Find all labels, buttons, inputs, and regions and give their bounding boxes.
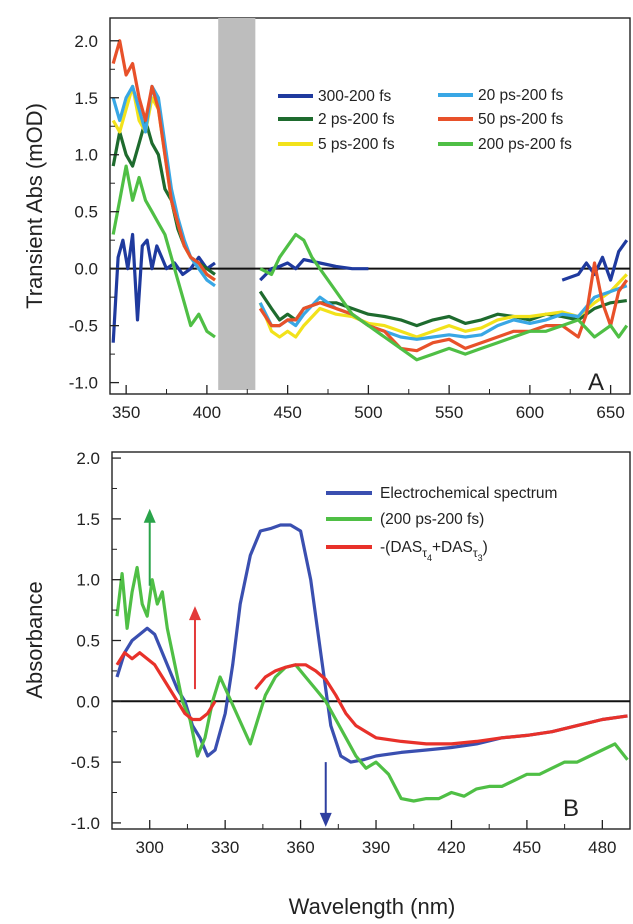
x-tick-label: 650 <box>596 403 624 422</box>
y-tick-label: -0.5 <box>69 317 98 336</box>
x-tick-label: 500 <box>354 403 382 422</box>
legend-tau-index: 3 <box>478 553 483 563</box>
y-tick-label: -1.0 <box>69 374 98 393</box>
legend-label: 300-200 fs <box>318 88 391 105</box>
x-tick-label: 330 <box>211 838 239 857</box>
x-tick-label: 360 <box>286 838 314 857</box>
panel-a-shaded-region <box>218 18 256 390</box>
shaded-region <box>218 18 256 390</box>
panel-b-ticks: 300 330 360 390 420 450 480 -1.0 -0.5 0.0 0.5 1.0 1.… <box>71 449 617 857</box>
y-tick-label: 0.0 <box>76 692 100 711</box>
x-tick-label: 400 <box>193 403 221 422</box>
x-tick-label: 550 <box>435 403 463 422</box>
legend-tau-subscript: τ <box>473 546 478 560</box>
panel-a: 350 400 450 500 550 600 650 -1.0 -0.5 0.0 0.5 1.0 1.… <box>22 17 631 422</box>
y-tick-label: 0.5 <box>74 203 98 222</box>
legend-das-plus: +DAS <box>432 539 473 556</box>
x-tick-label: 480 <box>588 838 616 857</box>
y-tick-label: 0.5 <box>76 632 100 651</box>
panel-b: 300 330 360 390 420 450 480 -1.0 -0.5 0.0 0.5 1.0 1.… <box>22 449 631 919</box>
legend-label: Electrochemical spectrum <box>380 485 557 502</box>
y-tick-label: 0.0 <box>74 260 98 279</box>
panel-a-ticks: 350 400 450 500 550 600 650 -1.0 -0.5 0.0 0.5 1.0 1.… <box>69 32 625 422</box>
x-tick-label: 350 <box>112 403 140 422</box>
y-tick-label: 1.0 <box>74 146 98 165</box>
y-tick-label: 1.0 <box>76 571 100 590</box>
y-tick-label: 2.0 <box>76 449 100 468</box>
y-tick-label: 1.5 <box>76 510 100 529</box>
panel-a-plot-frame <box>109 17 631 395</box>
panel-b-x-axis-title: Wavelength (nm) <box>289 894 456 919</box>
panel-b-legend: Electrochemical spectrum (200 ps-200 fs) -… <box>326 485 557 563</box>
series-line-b-0 <box>115 523 628 764</box>
panel-b-series <box>115 523 629 803</box>
series-line-b-2 <box>115 651 628 746</box>
panel-a-legend: 300-200 fs 2 ps-200 fs 5 ps-200 fs 20 ps-20… <box>278 87 572 153</box>
series-line-a-4 <box>111 39 629 353</box>
legend-tau-subscript: τ <box>422 546 427 560</box>
legend-label-das: -(DASτ4+DASτ3) <box>380 539 488 563</box>
x-tick-label: 450 <box>273 403 301 422</box>
series-line-a-5 <box>111 164 629 362</box>
annotation-arrow-head <box>188 606 201 621</box>
legend-label: 20 ps-200 fs <box>478 87 564 104</box>
panel-b-arrows <box>143 508 332 827</box>
x-tick-label: 450 <box>513 838 541 857</box>
x-tick-label: 300 <box>136 838 164 857</box>
legend-tau-index: 4 <box>427 553 432 563</box>
panel-b-plot-frame <box>111 451 631 830</box>
series-line-b-1 <box>115 565 629 803</box>
panel-b-y-axis-title: Absorbance <box>22 581 47 698</box>
y-tick-label: 1.5 <box>74 89 98 108</box>
legend-label: (200 ps-200 fs) <box>380 511 484 528</box>
legend-label: 50 ps-200 fs <box>478 111 564 128</box>
x-tick-label: 600 <box>516 403 544 422</box>
panel-b-label: B <box>563 795 579 822</box>
x-tick-label: 420 <box>437 838 465 857</box>
legend-label: 2 ps-200 fs <box>318 111 395 128</box>
panel-a-series <box>111 39 629 362</box>
x-tick-label: 390 <box>362 838 390 857</box>
series-line-a-3 <box>111 84 628 341</box>
annotation-arrow-head <box>319 812 332 827</box>
panel-a-y-axis-title: Transient Abs (mOD) <box>22 103 47 309</box>
legend-label: 5 ps-200 fs <box>318 136 395 153</box>
y-tick-label: -0.5 <box>71 753 100 772</box>
panel-a-label: A <box>588 369 604 396</box>
y-tick-label: -1.0 <box>71 814 100 833</box>
legend-label: 200 ps-200 fs <box>478 136 572 153</box>
legend-das-suffix: ) <box>483 539 488 556</box>
annotation-arrow-head <box>143 508 156 523</box>
legend-das-prefix: -(DAS <box>380 539 422 556</box>
y-tick-label: 2.0 <box>74 32 98 51</box>
